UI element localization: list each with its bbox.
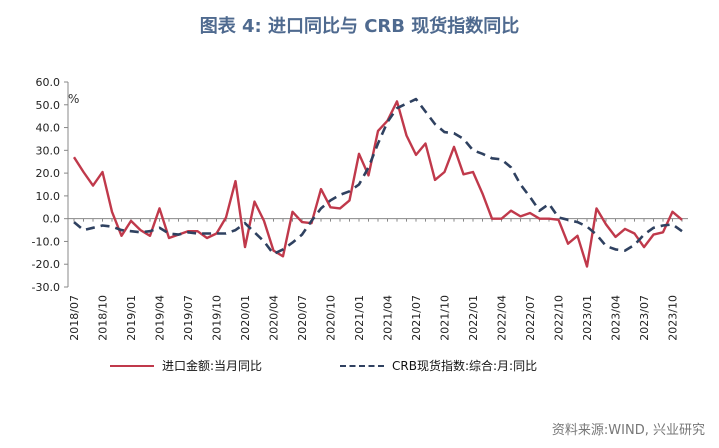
x-tick-label: 2020/04 <box>268 295 281 341</box>
y-tick-label: 60.0 <box>36 76 61 89</box>
legend-swatch-crb <box>340 364 384 367</box>
x-tick-label: 2019/04 <box>154 295 167 341</box>
x-tick-label: 2018/07 <box>68 295 81 341</box>
series-line-import-yoy <box>72 100 683 268</box>
legend-item-import: 进口金额:当月同比 <box>110 357 262 374</box>
x-tick-label: 2023/07 <box>638 295 651 341</box>
chart-title: 图表 4: 进口同比与 CRB 现货指数同比 <box>199 16 520 37</box>
x-tick-label: 2019/07 <box>182 295 195 341</box>
x-tick-label: 2022/04 <box>496 295 509 341</box>
x-tick-label: 2021/01 <box>353 295 366 341</box>
legend-swatch-import <box>110 364 154 367</box>
y-tick-label: -20.0 <box>32 258 60 271</box>
x-tick-label: 2021/07 <box>410 295 423 341</box>
x-tick-label: 2020/01 <box>239 295 252 341</box>
x-tick-label: 2021/04 <box>382 295 395 341</box>
x-tick-label: 2023/01 <box>581 295 594 341</box>
series-line-crb-spot-yoy <box>73 97 683 256</box>
legend-label-crb: CRB现货指数:综合:月:同比 <box>392 359 538 373</box>
x-tick-label: 2022/01 <box>467 295 480 341</box>
legend-label-import: 进口金额:当月同比 <box>162 359 263 373</box>
y-tick-label: -10.0 <box>32 235 60 248</box>
x-tick-label: 2022/10 <box>553 295 566 341</box>
x-tick-label: 2021/10 <box>439 295 452 341</box>
x-tick-label: 2019/10 <box>211 295 224 341</box>
x-tick-label: 2018/10 <box>97 295 110 341</box>
x-tick-label: 2020/10 <box>325 295 338 341</box>
x-tick-label: 2023/04 <box>610 295 623 341</box>
legend: 进口金额:当月同比 CRB现货指数:综合:月:同比 <box>0 357 719 375</box>
y-tick-label: 50.0 <box>36 99 61 112</box>
x-tick-label: 2022/07 <box>524 295 537 341</box>
y-axis-unit-label: % <box>68 92 79 106</box>
x-tick-label: 2019/01 <box>125 295 138 341</box>
x-tick-label: 2023/10 <box>667 295 680 341</box>
y-tick-label: 0.0 <box>43 213 61 226</box>
y-tick-label: 20.0 <box>36 167 61 180</box>
x-axis: 2018/07 2018/10 2019/01 2019/04 2019/07 2019/… <box>68 218 688 341</box>
legend-item-crb: CRB现货指数:综合:月:同比 <box>340 357 537 374</box>
y-tick-label: 40.0 <box>36 122 61 135</box>
y-axis: 60.0 50.0 40.0 30.0 20.0 10.0 0.0 -10.0 -20.0 -30… <box>32 76 69 294</box>
x-tick-label: 2020/07 <box>296 295 309 341</box>
series-layer <box>72 97 683 268</box>
source-note: 资料来源:WIND, 兴业研究 <box>551 423 705 438</box>
y-tick-label: 10.0 <box>36 190 61 203</box>
y-tick-label: 30.0 <box>36 144 61 157</box>
y-tick-label: -30.0 <box>32 281 60 294</box>
